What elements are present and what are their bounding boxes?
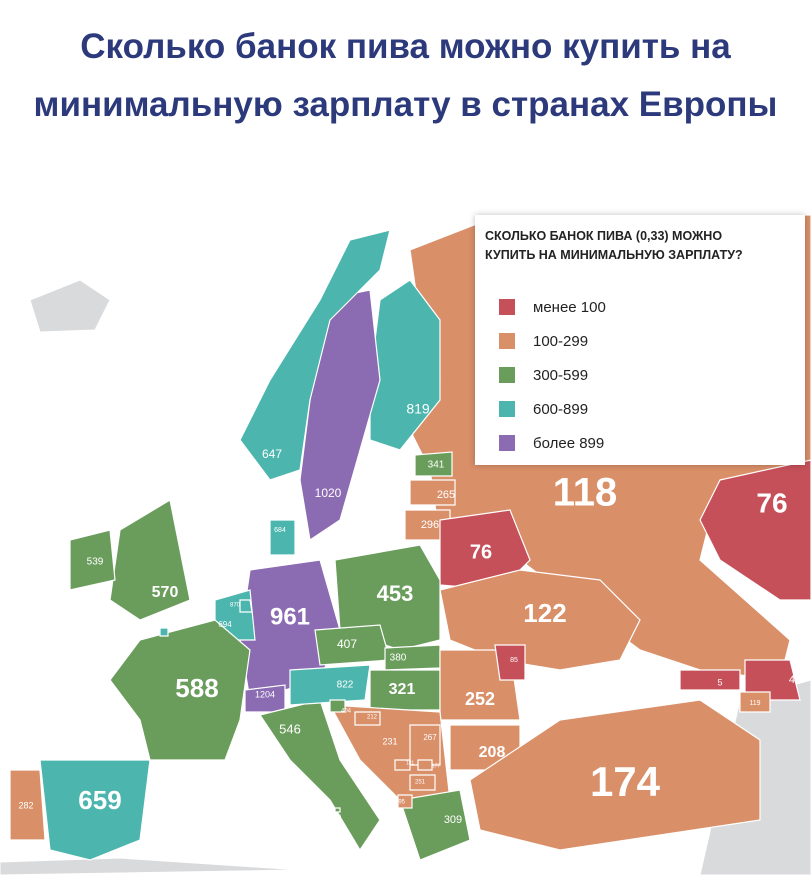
legend-item: менее 100 — [499, 295, 606, 319]
region-label: 309 — [444, 814, 462, 826]
region-label: 453 — [377, 581, 414, 606]
region-label: 1020 — [315, 486, 342, 500]
region-label: 540 — [333, 814, 342, 820]
region-label: 177 — [432, 763, 441, 769]
legend-label: 300-599 — [533, 366, 589, 384]
region — [334, 807, 341, 813]
legend-item: более 899 — [499, 431, 604, 455]
region — [469, 699, 761, 851]
region-label: 174 — [590, 758, 661, 805]
region-label: 76 — [756, 487, 787, 518]
region — [739, 691, 771, 713]
region-label: 85 — [510, 657, 518, 664]
region — [239, 599, 253, 613]
legend-swatch — [499, 435, 515, 451]
region — [744, 659, 801, 701]
legend-swatch — [499, 299, 515, 315]
region-label: 380 — [390, 653, 407, 664]
region-label: 122 — [523, 598, 566, 628]
region-label: 267 — [423, 733, 437, 742]
legend-label: 600-899 — [533, 400, 589, 418]
region — [269, 519, 296, 556]
region-label: 870 — [230, 603, 241, 609]
region — [699, 459, 811, 601]
region-label: 208 — [479, 744, 506, 761]
region — [679, 669, 741, 691]
region-label: 407 — [337, 637, 357, 651]
region-label: 1204 — [255, 689, 275, 699]
region — [414, 451, 453, 477]
region-label: 684 — [274, 527, 286, 534]
legend-item: 300-599 — [499, 363, 588, 387]
legend-title: СКОЛЬКО БАНОК ПИВА (0,33) МОЖНО КУПИТЬ Н… — [485, 229, 743, 262]
region-label: 617 — [146, 629, 155, 635]
region — [439, 569, 641, 671]
region-label: 404 — [341, 709, 352, 715]
region-label: 251 — [415, 780, 426, 786]
region-label: 819 — [406, 401, 430, 417]
region — [409, 479, 456, 506]
region-label: 822 — [337, 680, 354, 691]
region-label: 252 — [465, 689, 495, 709]
region — [397, 794, 413, 809]
region-label: 45 — [789, 674, 801, 686]
region-label: 195 — [395, 800, 406, 806]
region-label: 546 — [279, 721, 301, 736]
region-label: 694 — [218, 620, 232, 629]
legend-item: 600-899 — [499, 397, 588, 421]
legend-swatch — [499, 333, 515, 349]
legend-swatch — [499, 367, 515, 383]
region — [259, 699, 381, 852]
legend-label: 100-299 — [533, 332, 589, 350]
region — [399, 789, 471, 861]
region-label: 5 — [717, 677, 722, 687]
land — [29, 279, 111, 333]
region — [354, 711, 381, 726]
region-label: 231 — [382, 736, 397, 746]
region — [159, 627, 169, 637]
region-label: 341 — [428, 460, 445, 471]
region-label: 539 — [87, 557, 104, 568]
region-label: 118 — [553, 471, 618, 515]
legend-swatch — [499, 401, 515, 417]
legend: СКОЛЬКО БАНОК ПИВА (0,33) МОЖНО КУПИТЬ Н… — [475, 215, 805, 465]
region — [417, 759, 433, 771]
region — [39, 759, 151, 861]
region-label: 181 — [406, 760, 415, 766]
region — [394, 759, 411, 771]
region — [9, 769, 46, 841]
region-label: 76 — [470, 541, 492, 563]
title: Сколько банок пива можно купить на миним… — [33, 27, 778, 124]
region — [69, 529, 116, 591]
region — [409, 774, 436, 791]
region-label: 647 — [262, 447, 282, 461]
region-label: 659 — [78, 785, 121, 815]
region-label: 119 — [749, 700, 760, 707]
region — [409, 724, 441, 766]
region-label: 961 — [270, 603, 310, 630]
region-label: 282 — [18, 800, 33, 810]
land — [0, 857, 301, 875]
region-label: 588 — [175, 673, 218, 703]
region — [494, 644, 526, 681]
region — [109, 499, 191, 621]
region-label: 265 — [437, 489, 455, 501]
legend-label: менее 100 — [533, 298, 606, 316]
region — [329, 699, 346, 713]
region — [109, 619, 251, 761]
region-label: 296 — [421, 519, 439, 531]
legend-item: 100-299 — [499, 329, 588, 353]
region-label: 212 — [367, 715, 378, 721]
region — [239, 229, 391, 481]
region — [289, 664, 371, 706]
region-label: 570 — [152, 584, 179, 601]
legend-label: более 899 — [533, 434, 605, 452]
region-label: 321 — [389, 681, 416, 698]
